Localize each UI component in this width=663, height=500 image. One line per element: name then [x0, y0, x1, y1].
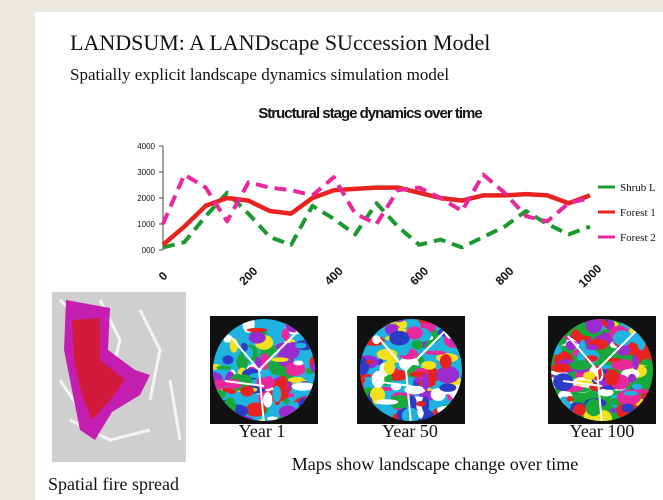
map-patch [439, 383, 456, 391]
map-patch [586, 344, 600, 350]
page: LANDSUM: A LANDscape SUccession Model Sp… [0, 0, 663, 500]
map-patch [436, 366, 459, 384]
map-patch [247, 328, 268, 332]
map-patch [551, 363, 571, 372]
y-tick-label: 2000 [137, 194, 155, 203]
map-patch [375, 399, 398, 404]
map-patch [271, 365, 287, 375]
map-patch [411, 340, 423, 349]
map-patch [583, 371, 595, 380]
y-tick-label: 000 [142, 246, 156, 255]
y-tick-label: 4000 [137, 142, 155, 151]
map-patch [216, 366, 231, 370]
legend-label: Forest 1 [620, 207, 656, 219]
map-patch [366, 360, 373, 364]
slide-subtitle: Spatially explicit landscape dynamics si… [70, 65, 449, 84]
map-patch [628, 374, 636, 383]
map-patch [416, 401, 426, 407]
slide: LANDSUM: A LANDscape SUccession Model Sp… [0, 0, 663, 500]
legend-label: Forest 2 [620, 232, 656, 244]
map-patch [632, 384, 642, 390]
y-tick-label: 1000 [137, 220, 155, 229]
map-patch [566, 396, 573, 402]
map-patch [624, 391, 639, 396]
map-patch [604, 369, 619, 385]
map-patch [295, 343, 306, 349]
map-patch [294, 360, 304, 365]
map-patch [263, 392, 272, 407]
maps [200, 308, 663, 430]
map-label: Year 50 [382, 421, 438, 441]
map-patch [622, 403, 634, 412]
map-patch [271, 357, 288, 362]
slide-title: LANDSUM: A LANDscape SUccession Model [70, 30, 490, 55]
map-patch [372, 371, 385, 388]
map-patch [240, 386, 254, 396]
fire-caption: Spatial fire spread [48, 474, 179, 494]
map-label: Year 1 [239, 421, 286, 441]
map-patch [283, 399, 289, 405]
legend-label: Shrub L [620, 182, 656, 194]
map-label: Year 100 [570, 421, 635, 441]
chart-title: Structural stage dynamics over time [258, 105, 482, 122]
fire-image [52, 292, 186, 462]
map-patch [440, 354, 452, 369]
y-tick-label: 3000 [137, 168, 155, 177]
map-patch [389, 331, 409, 346]
map-patch [222, 355, 233, 364]
map-patch [425, 351, 446, 355]
map-patch [569, 361, 592, 371]
map-patch [610, 408, 618, 413]
map-patch [272, 386, 281, 402]
maps-caption: Maps show landscape change over time [292, 454, 578, 474]
map-patch [422, 373, 429, 390]
map-patch [249, 332, 266, 344]
